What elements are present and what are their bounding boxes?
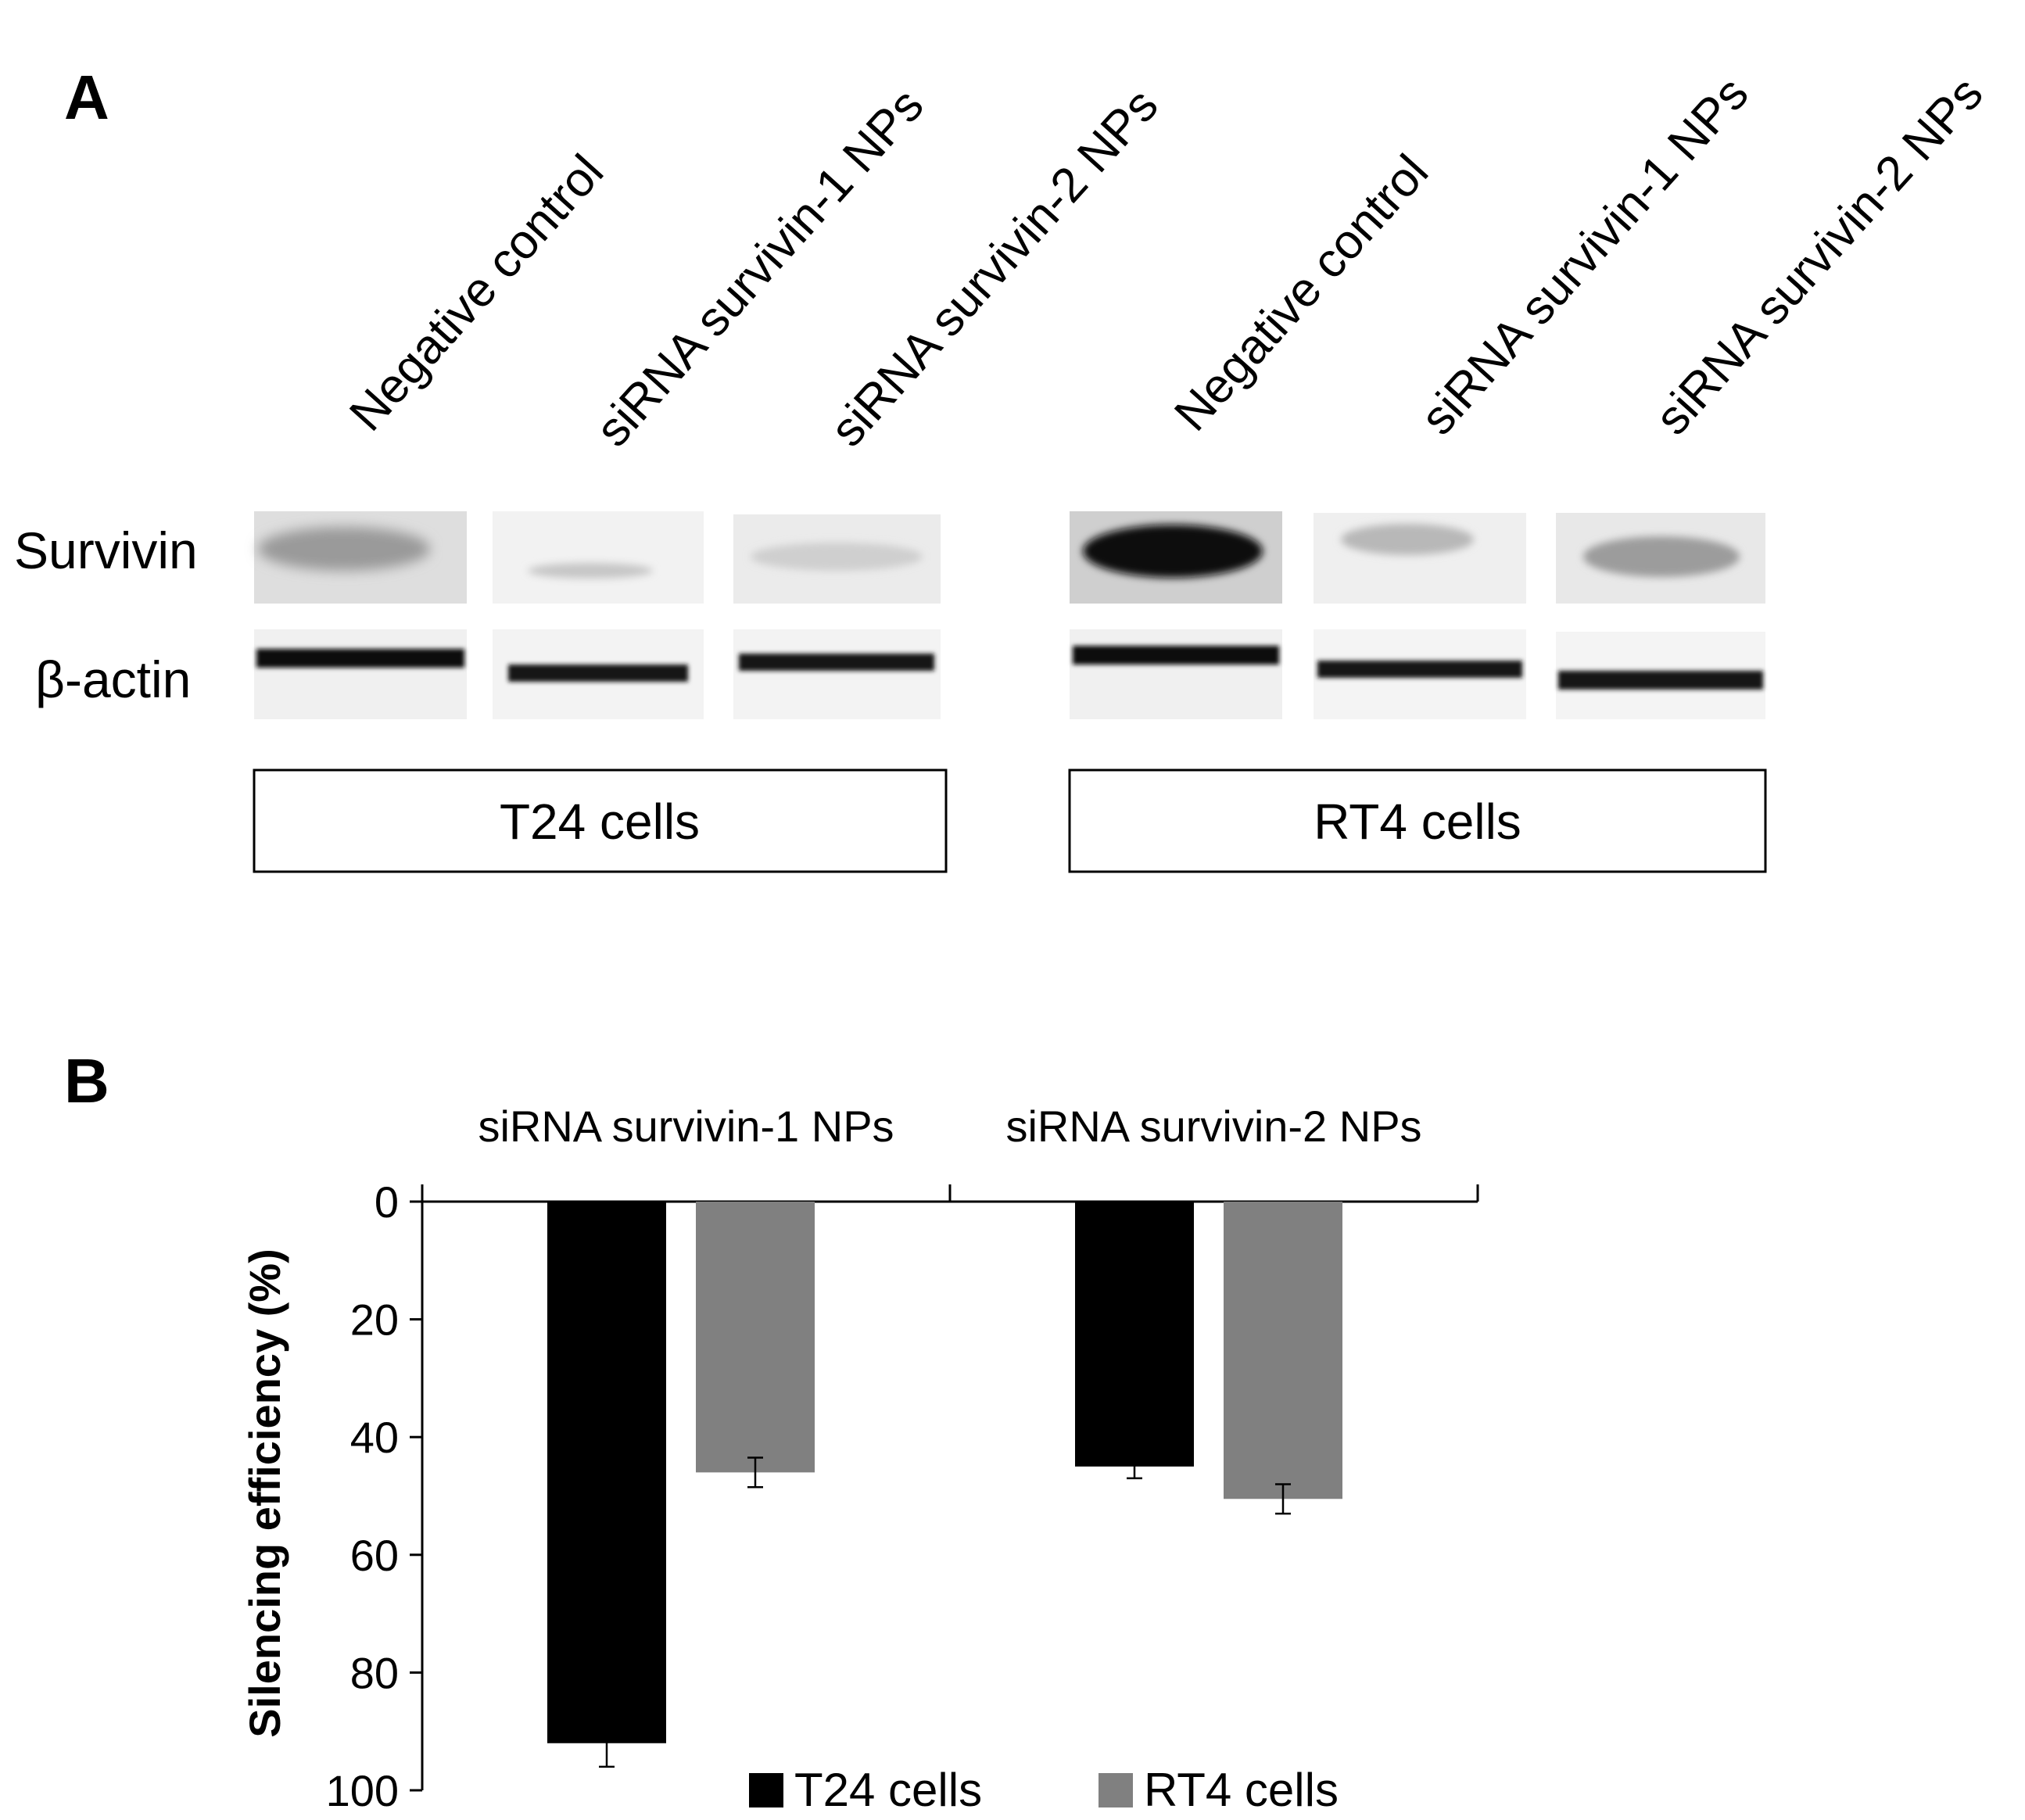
y-tick-label-2: 40 [350,1413,399,1462]
blot-survivin-t24-s1 [493,511,704,604]
bar-0-0 [547,1202,666,1743]
cell-box-t24 [253,768,948,873]
category-label-1: siRNA survivin-2 NPs [1005,1102,1421,1151]
legend-swatch-0 [749,1773,783,1807]
band-actin-rt4-nc [1073,646,1279,665]
y-tick-label-3: 60 [350,1531,399,1580]
lane-label-t24-negative-control: Negative control [339,145,614,441]
y-tick-label-5: 100 [326,1766,399,1815]
category-label-0: siRNA survivin-1 NPs [478,1102,894,1151]
bar-1-1 [1224,1202,1342,1499]
band-survivin-t24-nc [258,527,430,571]
band-actin-t24-s1 [508,665,688,682]
survivin-blot-row [254,511,1765,604]
lane-labels: Negative control siRNA survivin-1 NPs si… [339,66,1993,457]
band-survivin-t24-s1 [528,563,653,579]
band-survivin-rt4-s1 [1341,524,1474,555]
y-tick-label-4: 80 [350,1648,399,1697]
band-actin-rt4-s1 [1317,661,1522,678]
y-tick-label-0: 0 [375,1177,399,1227]
band-survivin-rt4-s2 [1583,536,1740,577]
y-axis-label: Silencing efficiency (%) [240,1249,289,1738]
legend-label-1: RT4 cells [1144,1764,1339,1816]
panel-b-letter: B [64,1046,109,1116]
lane-label-rt4-negative-control: Negative control [1164,145,1439,441]
y-tick-label-1: 20 [350,1295,399,1345]
legend-label-0: T24 cells [794,1764,982,1816]
band-actin-t24-nc [256,649,464,668]
legend-swatch-1 [1099,1773,1133,1807]
panel-a-letter: A [64,63,109,132]
blot-actin-t24-s2 [733,629,941,719]
bar-1-0 [696,1202,815,1473]
blot-actin-rt4-nc [1070,629,1282,719]
band-actin-rt4-s2 [1558,671,1763,690]
cell-box-rt4 [1068,768,1767,873]
actin-blot-row [254,629,1765,719]
row-label-beta-actin: β-actin [35,650,191,708]
cell-label-rt4: RT4 cells [1314,794,1521,850]
silencing-chart: 0 20 40 60 80 100 siRNA survivin-1 NPs siRNA su… [240,1102,1479,1816]
blot-actin-t24-nc [254,629,467,719]
bar-0-1 [1075,1202,1194,1467]
band-survivin-rt4-nc [1083,525,1263,578]
cell-label-t24: T24 cells [500,794,700,850]
band-actin-t24-s2 [739,654,934,671]
row-label-survivin: Survivin [14,521,198,579]
band-survivin-t24-s2 [751,543,923,571]
